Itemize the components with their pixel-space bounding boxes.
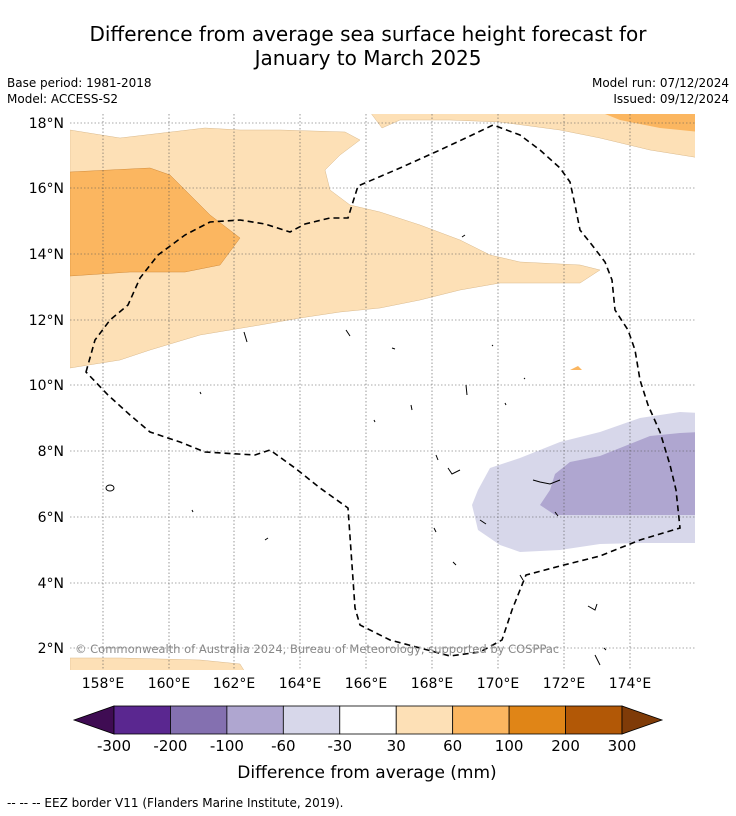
title-line-2: January to March 2025: [254, 46, 482, 70]
lat-label: 8°N: [38, 444, 64, 460]
anomaly-region-light-orange-sw: [70, 657, 245, 670]
lat-label: 12°N: [29, 313, 64, 329]
anomaly-region-orange-ne: [605, 114, 695, 132]
colorbar-swatch: [226, 705, 284, 735]
islands: [105, 234, 607, 666]
lat-label: 2°N: [38, 641, 64, 657]
lon-label: 170°E: [477, 676, 520, 692]
anomaly-blob-orange: [570, 366, 582, 370]
lon-label: 162°E: [213, 676, 256, 692]
anomaly-region-light-orange-ne: [371, 114, 695, 158]
colorbar-swatch: [508, 705, 566, 735]
model-run: Model run: 07/12/2024: [591, 76, 729, 90]
title-line-1: Difference from average sea surface heig…: [89, 22, 647, 46]
map-area: © Commonwealth of Australia 2024, Bureau…: [70, 114, 695, 670]
longitude-labels: 158°E 160°E 162°E 164°E 166°E 168°E 170°E 172°E…: [82, 676, 652, 692]
colorbar-swatch: [113, 705, 171, 735]
colorbar-swatch: [282, 705, 341, 735]
model-name: Model: ACCESS-S2: [7, 92, 119, 106]
issued-date: Issued: 09/12/2024: [613, 92, 729, 106]
colorbar-swatch: [565, 705, 623, 735]
lat-label: 18°N: [29, 116, 64, 132]
colorbar-tick: -300: [97, 737, 131, 755]
colorbar-label: Difference from average (mm): [237, 763, 496, 783]
base-period: Base period: 1981-2018: [7, 76, 152, 90]
colorbar-tick: -100: [210, 737, 244, 755]
colorbar-tick: 300: [608, 737, 637, 755]
lon-label: 160°E: [148, 676, 191, 692]
lon-label: 166°E: [345, 676, 388, 692]
anomaly-region-orange: [70, 167, 241, 277]
colorbar-swatch: [395, 705, 454, 735]
colorbar-tick: -30: [328, 737, 353, 755]
eez-legend: -- -- -- EEZ border V11 (Flanders Marine…: [7, 796, 344, 810]
colorbar-tick: 60: [443, 737, 462, 755]
anomaly-region-light-orange: [70, 127, 601, 369]
meta-left: Base period: 1981-2018 Model: ACCESS-S2: [7, 75, 152, 107]
colorbar-swatch: [452, 705, 510, 735]
gridlines: [70, 114, 695, 670]
anomaly-region-purple: [540, 432, 695, 515]
map-title: Difference from average sea surface heig…: [0, 22, 736, 70]
colorbar-tick: 200: [551, 737, 580, 755]
colorbar-swatch: [170, 705, 228, 735]
latitude-labels: 18°N 16°N 14°N 12°N 10°N 8°N 6°N 4°N 2°N: [29, 116, 64, 657]
lon-label: 158°E: [82, 676, 125, 692]
copyright-text: © Commonwealth of Australia 2024, Bureau…: [75, 642, 559, 656]
lat-label: 6°N: [38, 510, 64, 526]
colorbar-tick: 100: [495, 737, 524, 755]
lat-label: 4°N: [38, 576, 64, 592]
colorbar-tick: -60: [271, 737, 296, 755]
lat-label: 10°N: [29, 378, 64, 394]
lon-label: 174°E: [609, 676, 652, 692]
lon-label: 168°E: [411, 676, 454, 692]
lon-label: 164°E: [279, 676, 322, 692]
lat-label: 16°N: [29, 181, 64, 197]
colorbar-extend-high: [621, 705, 664, 735]
lat-label: 14°N: [29, 247, 64, 263]
colorbar: -300 -200 -100 -60 -30 30 60 100 200 300: [72, 705, 664, 755]
colorbar-extend-low: [72, 705, 115, 735]
meta-right: Model run: 07/12/2024 Issued: 09/12/2024: [592, 75, 729, 107]
eez-border: [85, 124, 681, 657]
colorbar-tick: 30: [387, 737, 406, 755]
colorbar-tick: -200: [153, 737, 187, 755]
lon-label: 172°E: [543, 676, 586, 692]
colorbar-swatch: [339, 705, 397, 735]
